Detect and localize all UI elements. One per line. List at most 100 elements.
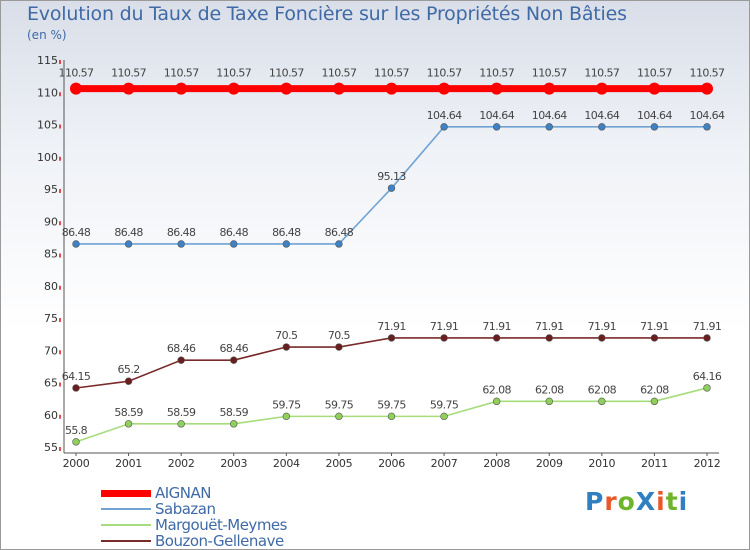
data-label: 68.46	[220, 342, 249, 355]
data-point	[492, 123, 501, 131]
brand-letter: r	[604, 487, 618, 516]
legend-item: Bouzon-Gellenave	[101, 532, 287, 550]
legend-label: Margouët-Meymes	[155, 516, 287, 534]
data-label: 110.57	[111, 67, 146, 80]
data-label: 64.16	[693, 370, 722, 383]
y-tick-label: 65	[44, 377, 58, 390]
legend-label: AIGNAN	[155, 484, 212, 502]
data-label: 86.48	[272, 226, 301, 239]
data-label: 71.91	[588, 320, 617, 333]
y-tick-label: 70	[44, 344, 58, 357]
data-label: 58.59	[167, 406, 196, 419]
data-label: 68.46	[167, 342, 196, 355]
data-point	[387, 412, 396, 421]
data-label: 95.13	[377, 170, 406, 183]
data-point	[440, 412, 448, 421]
data-point	[598, 334, 606, 342]
data-label: 104.64	[584, 109, 619, 122]
data-point	[230, 420, 238, 428]
x-tick-label: 2012	[694, 457, 721, 470]
data-label: 86.48	[220, 226, 249, 239]
y-tick-label: 95	[44, 183, 58, 196]
data-point	[230, 240, 238, 248]
x-tick-label: 2004	[273, 457, 300, 470]
brand-letter: i	[678, 487, 689, 516]
data-label: 86.48	[62, 226, 91, 239]
y-tick-label: 90	[44, 215, 58, 228]
data-label: 62.08	[640, 383, 669, 396]
data-point	[490, 82, 503, 95]
data-label: 110.57	[269, 67, 304, 80]
legend-label: Sabazan	[155, 500, 216, 518]
data-point	[387, 184, 396, 192]
data-point	[282, 412, 291, 421]
brand-letter: i	[656, 487, 666, 516]
data-label: 104.64	[637, 109, 672, 122]
chart-title: Evolution du Taux de Taxe Foncière sur l…	[27, 3, 627, 25]
data-label: 59.75	[325, 398, 354, 411]
y-tick-label: 75	[44, 312, 58, 325]
data-point	[648, 82, 661, 95]
data-point	[227, 82, 240, 95]
x-tick-label: 2006	[378, 457, 405, 470]
data-label: 71.91	[482, 320, 511, 333]
data-label: 110.57	[216, 67, 251, 80]
data-point	[124, 420, 133, 428]
data-label: 110.57	[374, 67, 409, 80]
data-point	[595, 82, 608, 95]
data-label: 110.57	[59, 67, 94, 80]
data-point	[440, 123, 448, 131]
data-point	[335, 412, 343, 421]
x-tick-label: 2007	[431, 457, 458, 470]
data-point	[72, 384, 80, 392]
brand-letter: o	[617, 487, 636, 516]
data-point	[282, 343, 291, 351]
y-tick-label: 110	[37, 86, 58, 99]
data-point	[703, 384, 711, 392]
data-point	[177, 356, 185, 364]
data-label: 59.75	[272, 398, 301, 411]
data-point	[492, 334, 501, 342]
x-tick-label: 2010	[588, 457, 615, 470]
data-point	[650, 123, 659, 131]
data-point	[124, 377, 133, 385]
data-label: 110.57	[532, 67, 567, 80]
data-label: 65.2	[118, 363, 140, 376]
data-label: 58.59	[220, 406, 249, 419]
data-point	[650, 397, 659, 406]
data-label: 62.08	[535, 383, 564, 396]
x-tick-label: 2002	[168, 457, 195, 470]
data-point	[72, 240, 80, 248]
data-label: 110.57	[690, 67, 725, 80]
data-label: 55.8	[65, 424, 88, 437]
data-label: 110.57	[479, 67, 514, 80]
data-label: 86.48	[114, 226, 143, 239]
data-point	[175, 82, 188, 95]
data-label: 86.48	[325, 226, 354, 239]
data-point	[492, 397, 501, 406]
data-label: 104.64	[690, 109, 725, 122]
data-point	[440, 334, 448, 342]
data-point	[438, 82, 451, 95]
data-label: 58.59	[114, 406, 143, 419]
data-point	[72, 438, 80, 446]
data-point	[332, 82, 345, 95]
data-label: 71.91	[430, 320, 459, 333]
x-tick-label: 2003	[220, 457, 247, 470]
x-tick-label: 2011	[641, 457, 668, 470]
brand-letter: t	[665, 487, 679, 516]
x-tick-label: 2005	[326, 457, 353, 470]
y-tick-label: 85	[44, 248, 58, 261]
data-label: 110.57	[321, 67, 356, 80]
data-label: 64.15	[62, 370, 91, 383]
data-point	[230, 356, 238, 364]
data-label: 71.91	[693, 320, 722, 333]
data-point	[385, 82, 398, 95]
data-point	[545, 123, 553, 131]
brand-letter: P	[585, 487, 605, 516]
legend-item: Margouët-Meymes	[101, 516, 287, 534]
legend-item: AIGNAN	[101, 484, 287, 502]
y-axis-unit-label: (en %)	[27, 28, 67, 42]
